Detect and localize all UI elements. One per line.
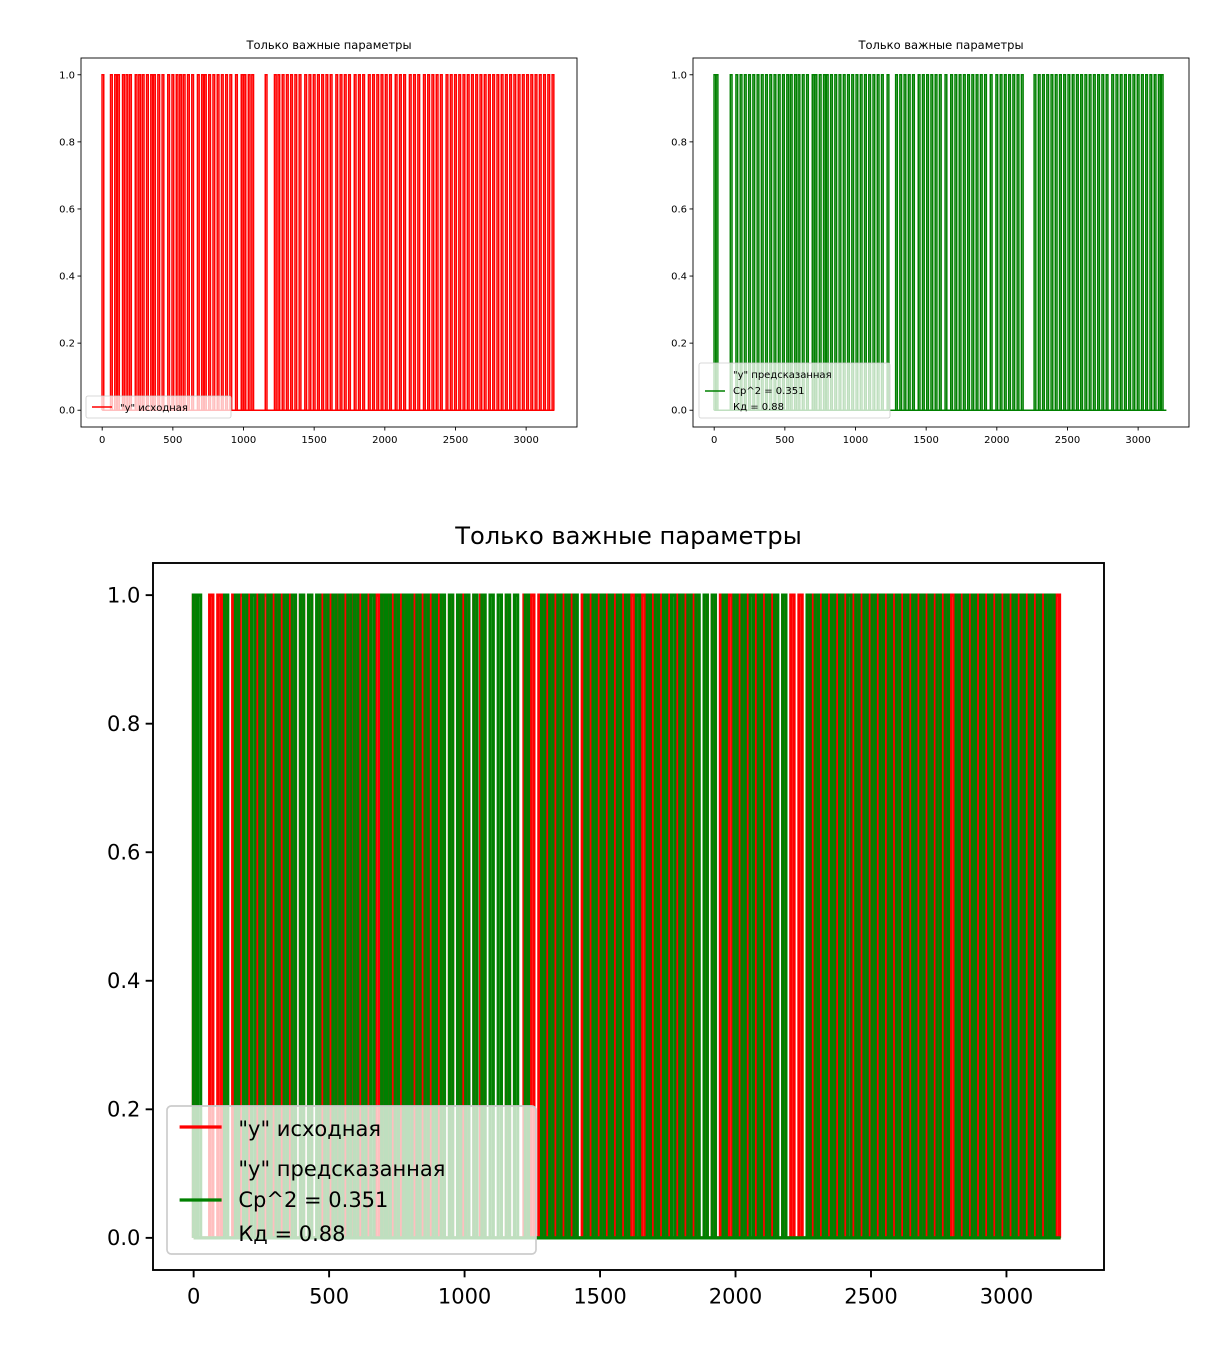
x-tick-label: 1000 xyxy=(438,1285,491,1309)
plot-area xyxy=(191,593,1062,1240)
y-tick-label: 0.8 xyxy=(59,137,75,148)
x-tick-label: 2000 xyxy=(372,435,397,446)
chart-panel-predicted: Только важные параметры 0 500 1000 1500 2000 2… xyxy=(671,38,1190,446)
y-tick-label: 0.8 xyxy=(671,137,687,148)
chart-title: Только важные параметры xyxy=(857,38,1023,52)
y-tick-label: 0.2 xyxy=(107,1098,140,1122)
y-tick-label: 0.8 xyxy=(107,712,140,736)
plot-area xyxy=(713,74,1167,411)
legend-box xyxy=(85,395,232,419)
x-tick-label: 2000 xyxy=(984,435,1009,446)
y-tick-label: 1.0 xyxy=(671,70,687,81)
series-predicted-line xyxy=(713,74,1167,411)
y-tick-label: 0.0 xyxy=(59,406,75,417)
y-tick-label: 0.2 xyxy=(671,339,687,350)
legend-label: "y" предсказанная xyxy=(238,1157,445,1181)
x-tick-label: 1000 xyxy=(231,435,256,446)
legend-label: Кд = 0.88 xyxy=(238,1222,345,1246)
legend-label: Cp^2 = 0.351 xyxy=(238,1188,388,1212)
axes-frame xyxy=(80,57,578,428)
x-tick-label: 500 xyxy=(309,1285,349,1309)
legend-box xyxy=(698,362,891,419)
y-tick-label: 0.2 xyxy=(59,339,75,350)
x-tick-label: 1000 xyxy=(843,435,868,446)
y-tick-label: 1.0 xyxy=(107,583,140,607)
legend: "y" исходная xyxy=(85,395,232,419)
legend: "y" предсказанная Cp^2 = 0.351 Кд = 0.88 xyxy=(698,362,891,419)
x-tick-label: 3000 xyxy=(1125,435,1150,446)
series-predicted-line xyxy=(191,593,1061,1240)
y-tick-label: 0.4 xyxy=(671,272,687,283)
x-tick-label: 3000 xyxy=(513,435,538,446)
x-tick-label: 3000 xyxy=(980,1285,1033,1309)
x-tick-label: 1500 xyxy=(573,1285,626,1309)
legend-label: "y" исходная xyxy=(120,403,188,414)
legend-label: Кд = 0.88 xyxy=(733,402,784,413)
legend-label: "y" исходная xyxy=(238,1117,381,1141)
y-tick-label: 0.6 xyxy=(59,204,75,215)
axes-frame xyxy=(152,562,1105,1271)
x-tick-label: 0 xyxy=(187,1285,200,1309)
chart-title: Только важные параметры xyxy=(245,38,411,52)
legend: "y" исходная "y" предсказанная Cp^2 = 0.35… xyxy=(166,1105,537,1255)
x-tick-label: 0 xyxy=(711,435,717,446)
x-tick-label: 0 xyxy=(99,435,105,446)
plot-area xyxy=(101,74,555,411)
chart-title: Только важные параметры xyxy=(454,522,802,550)
x-tick-label: 2500 xyxy=(1055,435,1080,446)
series-original-line xyxy=(101,74,555,411)
legend-box xyxy=(166,1105,537,1255)
x-tick-label: 2500 xyxy=(844,1285,897,1309)
x-tick-label: 500 xyxy=(163,435,182,446)
x-tick-label: 2000 xyxy=(709,1285,762,1309)
y-tick-label: 0.6 xyxy=(107,841,140,865)
x-tick-label: 2500 xyxy=(443,435,468,446)
y-tick-label: 0.6 xyxy=(671,204,687,215)
chart-panel-original: Только важные параметры 0 500 1000 1500 2000 2… xyxy=(59,38,578,446)
legend-label: Cp^2 = 0.351 xyxy=(733,386,804,397)
y-tick-label: 0.0 xyxy=(107,1226,140,1250)
chart-panel-combined: Только важные параметры 0 500 1000 1500 2000 2… xyxy=(107,522,1105,1309)
x-tick-label: 1500 xyxy=(301,435,326,446)
legend-label: "y" предсказанная xyxy=(733,370,832,381)
axes-frame xyxy=(692,57,1190,428)
y-tick-label: 1.0 xyxy=(59,70,75,81)
y-tick-label: 0.4 xyxy=(59,272,75,283)
x-tick-label: 1500 xyxy=(913,435,938,446)
x-tick-label: 500 xyxy=(775,435,794,446)
y-tick-label: 0.0 xyxy=(671,406,687,417)
y-tick-label: 0.4 xyxy=(107,969,140,993)
